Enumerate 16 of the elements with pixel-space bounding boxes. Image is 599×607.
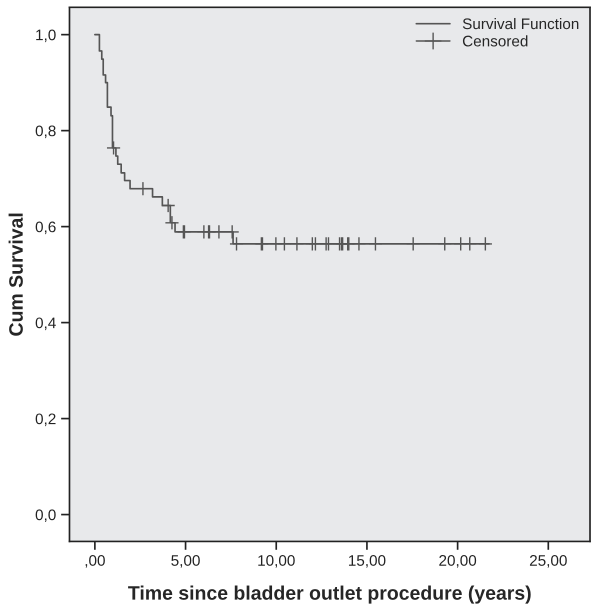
y-tick-label: 1,0	[36, 30, 56, 42]
y-tick-label: 0,0	[36, 509, 56, 522]
legend-label: Censored	[462, 35, 528, 46]
legend-label: Survival Function	[462, 18, 578, 30]
y-tick-label: 0,4	[36, 317, 56, 330]
x-tick-label: 10,00	[258, 555, 295, 568]
y-tick-label: 0,6	[36, 221, 56, 234]
y-axis-title: Cum Survival	[8, 214, 23, 336]
x-tick-label: 5,00	[171, 555, 200, 568]
y-tick-label: 0,8	[36, 125, 56, 138]
x-tick-label: 25,00	[530, 555, 567, 568]
x-axis-title: Time since bladder outlet procedure (years)	[128, 586, 531, 604]
x-tick-label: 15,00	[348, 555, 386, 568]
x-tick-label: 20,00	[439, 555, 476, 568]
x-tick-label: ,00	[86, 555, 105, 568]
y-tick-label: 0,2	[36, 413, 56, 426]
